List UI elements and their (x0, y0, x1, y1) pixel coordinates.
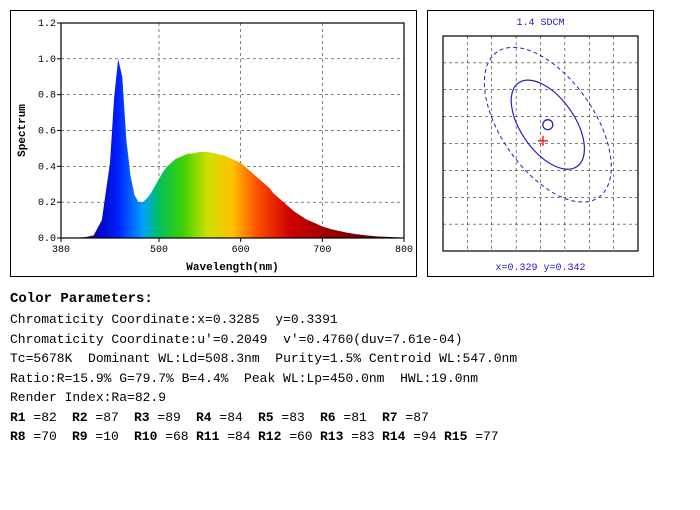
cri-R8: R8 =70 (10, 427, 72, 447)
cri-R12: R12 =60 (258, 427, 320, 447)
cri-R5: R5 =83 (258, 408, 320, 428)
svg-text:x=0.329 y=0.342: x=0.329 y=0.342 (495, 263, 585, 274)
svg-text:700: 700 (313, 245, 331, 256)
svg-text:Wavelength(nm): Wavelength(nm) (186, 262, 278, 274)
cri-row-2: R8 =70R9 =10R10 =68R11 =84R12 =60R13 =83… (10, 427, 690, 447)
sdcm-chart: 1.4 SDCM x=0.329 y=0.342 (427, 10, 654, 277)
cri-R6: R6 =81 (320, 408, 382, 428)
svg-text:0.4: 0.4 (38, 162, 56, 173)
svg-text:1.0: 1.0 (38, 55, 56, 66)
color-parameters: Color Parameters: Chromaticity Coordinat… (10, 289, 690, 447)
svg-text:0.2: 0.2 (38, 198, 56, 209)
svg-text:600: 600 (232, 245, 250, 256)
cri-R7: R7 =87 (382, 408, 444, 428)
svg-text:0.0: 0.0 (38, 234, 56, 245)
svg-text:800: 800 (395, 245, 413, 256)
svg-text:380: 380 (52, 245, 70, 256)
chromaticity-uv: Chromaticity Coordinate:u'=0.2049 v'=0.4… (10, 330, 690, 350)
cri-R11: R11 =84 (196, 427, 258, 447)
cri-row-1: R1 =82R2 =87R3 =89R4 =84R5 =83R6 =81R7 =… (10, 408, 690, 428)
ratio-line: Ratio:R=15.9% G=79.7% B=4.4% Peak WL:Lp=… (10, 369, 690, 389)
ra-line: Render Index:Ra=82.9 (10, 388, 690, 408)
cri-R3: R3 =89 (134, 408, 196, 428)
svg-text:Spectrum: Spectrum (17, 104, 29, 157)
cri-R10: R10 =68 (134, 427, 196, 447)
svg-text:0.6: 0.6 (38, 127, 56, 138)
cri-R15: R15 =77 (444, 427, 506, 447)
svg-text:1.4 SDCM: 1.4 SDCM (516, 18, 564, 29)
cct-line: Tc=5678K Dominant WL:Ld=508.3nm Purity=1… (10, 349, 690, 369)
cri-R9: R9 =10 (72, 427, 134, 447)
svg-text:1.2: 1.2 (38, 19, 56, 30)
cri-R4: R4 =84 (196, 408, 258, 428)
cri-R14: R14 =94 (382, 427, 444, 447)
svg-text:0.8: 0.8 (38, 91, 56, 102)
cri-R1: R1 =82 (10, 408, 72, 428)
spectrum-chart: 0.0 0.2 0.4 0.6 0.8 1.0 1.2 380 500 600 700 800 Wave… (10, 10, 417, 277)
chromaticity-xy: Chromaticity Coordinate:x=0.3285 y=0.339… (10, 310, 690, 330)
svg-text:500: 500 (150, 245, 168, 256)
cri-R13: R13 =83 (320, 427, 382, 447)
cri-R2: R2 =87 (72, 408, 134, 428)
params-title: Color Parameters: (10, 289, 690, 310)
